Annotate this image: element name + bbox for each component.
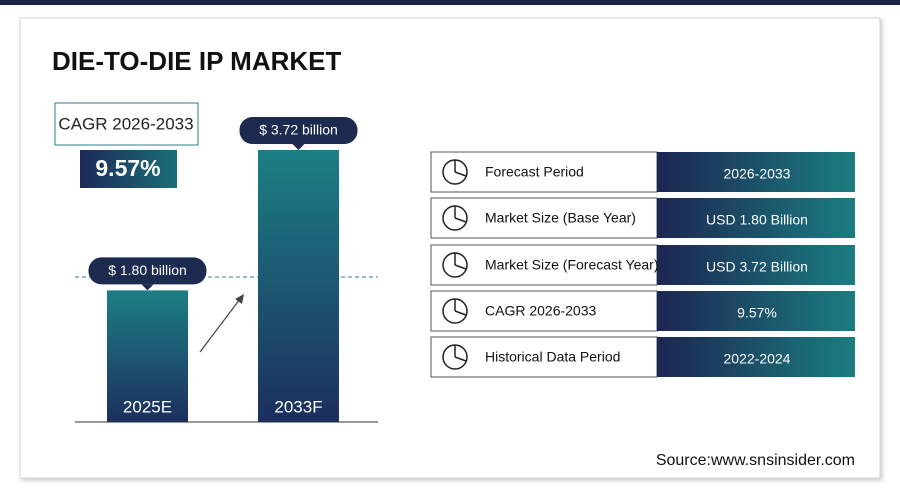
row-value-cell bbox=[657, 337, 855, 377]
row-icon-detail bbox=[454, 310, 467, 316]
pill-pointer bbox=[141, 284, 154, 291]
row-value-cell bbox=[657, 152, 855, 192]
row-label-cell bbox=[430, 336, 658, 378]
row-label-cell bbox=[430, 290, 658, 332]
row-label: CAGR 2026-2033 bbox=[485, 303, 597, 319]
value-pill bbox=[239, 117, 358, 144]
bar bbox=[107, 290, 188, 422]
pill-pointer bbox=[292, 144, 305, 150]
row-value: 2026-2033 bbox=[724, 166, 791, 182]
row-label-cell bbox=[430, 151, 658, 193]
category-label: 2033F bbox=[274, 397, 322, 416]
arrow-head bbox=[235, 294, 244, 304]
row-label: Market Size (Forecast Year) bbox=[485, 257, 659, 273]
row-value: 9.57% bbox=[737, 305, 777, 321]
row-value: USD 1.80 Billion bbox=[706, 212, 808, 228]
row-value: 2022-2024 bbox=[724, 351, 791, 367]
top-band bbox=[0, 0, 900, 5]
value-pill bbox=[88, 257, 207, 285]
row-label: Forecast Period bbox=[485, 164, 584, 180]
row-label-cell bbox=[430, 244, 658, 286]
category-label: 2025E bbox=[123, 397, 172, 416]
value-label: $ 1.80 billion bbox=[108, 262, 187, 278]
row-icon-detail bbox=[454, 264, 467, 270]
cagr-label-box bbox=[54, 102, 199, 146]
cagr-value: 9.57% bbox=[95, 155, 160, 181]
row-icon-detail bbox=[454, 356, 467, 362]
chart-title: DIE-TO-DIE IP MARKET bbox=[52, 46, 342, 76]
row-label: Historical Data Period bbox=[485, 349, 620, 365]
value-label: $ 3.72 billion bbox=[259, 122, 338, 138]
cagr-value-box bbox=[80, 150, 177, 188]
row-value-cell bbox=[657, 198, 855, 238]
row-icon-detail bbox=[454, 171, 467, 177]
source: Source:www.snsinsider.com bbox=[656, 452, 855, 469]
bar bbox=[258, 150, 339, 422]
row-icon-detail bbox=[454, 217, 467, 223]
row-label: Market Size (Base Year) bbox=[485, 210, 636, 226]
row-value: USD 3.72 Billion bbox=[706, 259, 808, 275]
growth-arrow bbox=[199, 298, 241, 353]
row-value-cell bbox=[657, 291, 855, 331]
row-value-cell bbox=[657, 245, 855, 285]
cagr-label: CAGR 2026-2033 bbox=[58, 114, 193, 133]
